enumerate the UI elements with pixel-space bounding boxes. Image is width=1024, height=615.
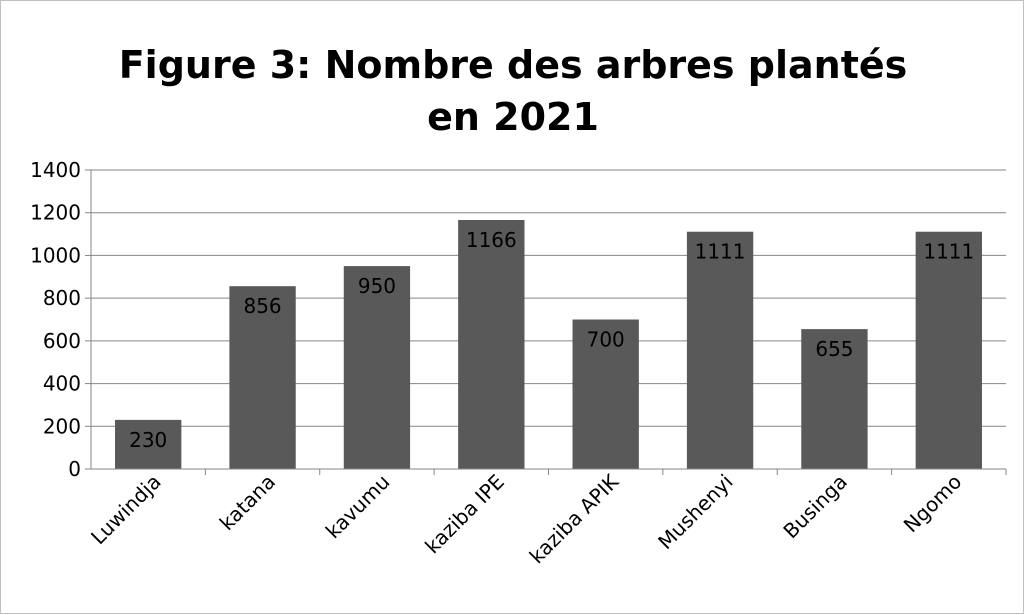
data-label: 1111 xyxy=(695,240,746,264)
data-label: 950 xyxy=(358,274,396,298)
bar-businga xyxy=(801,329,868,469)
x-category-label: Luwindja xyxy=(86,470,166,550)
bars xyxy=(115,219,982,469)
x-category-label: Businga xyxy=(778,470,852,544)
y-tick-label: 1400 xyxy=(30,158,81,182)
chart-title-line-2: en 2021 xyxy=(427,95,599,139)
data-label: 700 xyxy=(587,328,625,352)
bar-kavumu xyxy=(343,266,411,469)
x-category-label: kaziba IPE xyxy=(420,470,509,559)
y-tick-label: 600 xyxy=(43,329,81,353)
data-label: 1111 xyxy=(923,240,974,264)
bar-luwindja xyxy=(115,419,182,469)
bar-kaziba-ipe xyxy=(458,219,525,469)
chart-title-line-1: Figure 3: Nombre des arbres plantés xyxy=(118,43,908,87)
data-label: 856 xyxy=(243,294,281,318)
y-tick-label: 200 xyxy=(43,414,81,438)
bar-ngomo xyxy=(915,231,982,469)
data-label: 655 xyxy=(815,337,853,361)
y-tick-label: 0 xyxy=(68,457,81,481)
x-category-label: kaziba APIK xyxy=(525,469,624,568)
y-tick-label: 1000 xyxy=(30,243,81,267)
x-category-label: Ngomo xyxy=(899,470,967,538)
bar-katana xyxy=(229,286,296,469)
chart-title: Figure 3: Nombre des arbres plantés en 2… xyxy=(1,39,1024,143)
gridlines xyxy=(91,169,1006,427)
x-category-label: Mushenyi xyxy=(653,470,737,554)
y-tick-label: 400 xyxy=(43,372,81,396)
data-label: 230 xyxy=(129,428,167,452)
axes xyxy=(85,169,1007,475)
x-category-label: katana xyxy=(215,470,280,535)
y-tick-label: 1200 xyxy=(30,201,81,225)
data-label: 1166 xyxy=(466,228,517,252)
y-tick-label: 800 xyxy=(43,286,81,310)
bar-kaziba-apik xyxy=(572,319,639,469)
bar-mushenyi xyxy=(686,231,754,469)
x-category-label: kavumu xyxy=(321,470,395,544)
